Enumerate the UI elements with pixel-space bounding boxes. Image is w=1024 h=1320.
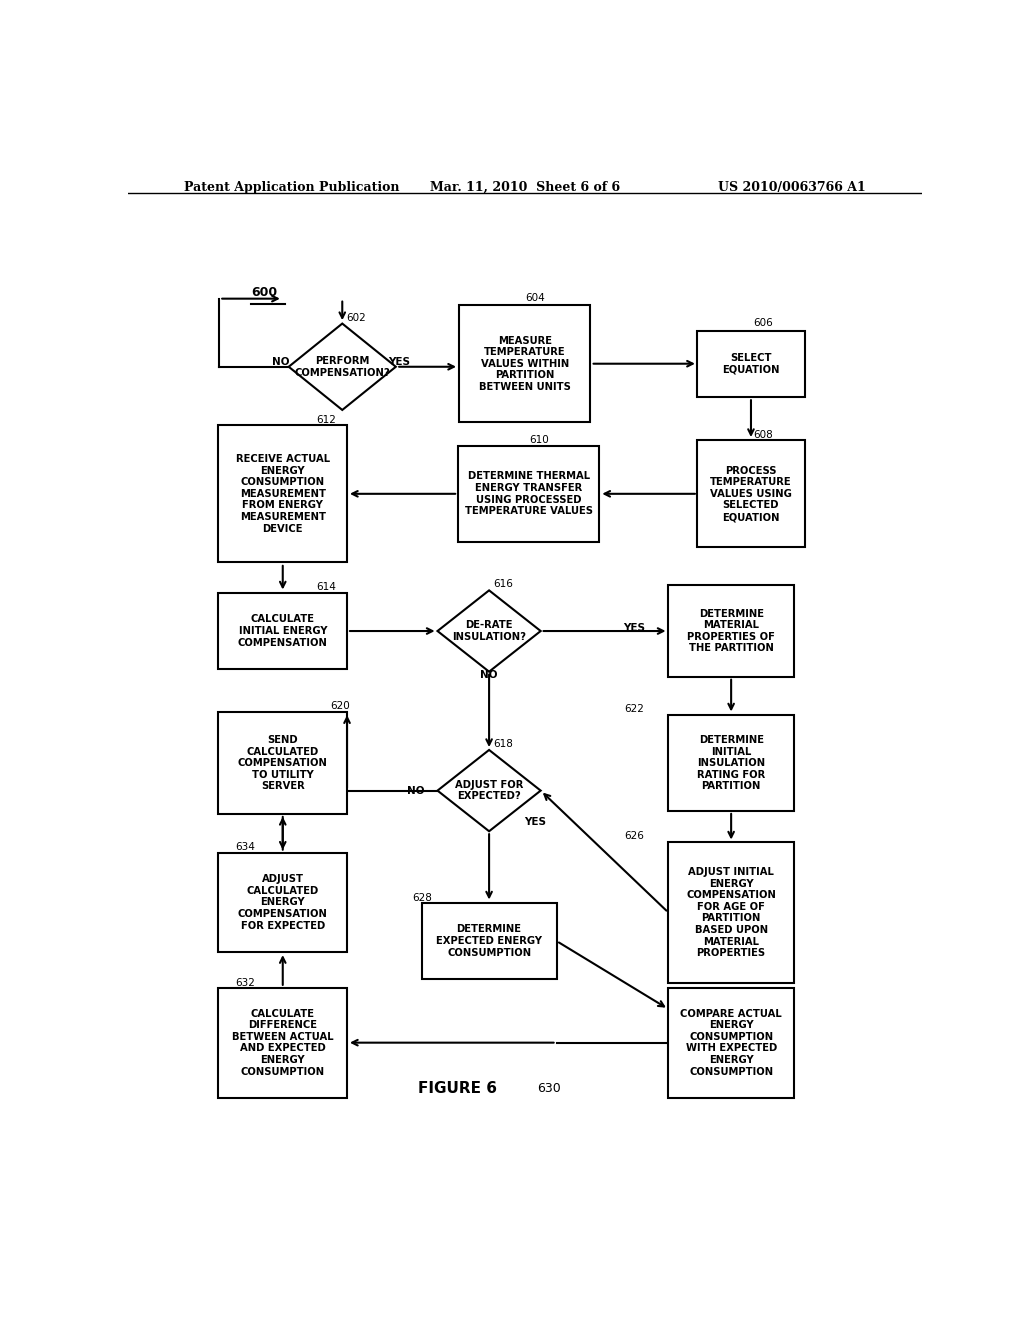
FancyBboxPatch shape xyxy=(697,441,805,548)
FancyBboxPatch shape xyxy=(460,305,590,422)
Text: US 2010/0063766 A1: US 2010/0063766 A1 xyxy=(718,181,866,194)
Polygon shape xyxy=(289,323,396,411)
Text: 612: 612 xyxy=(316,414,336,425)
Text: NO: NO xyxy=(480,669,498,680)
Text: YES: YES xyxy=(624,623,645,634)
FancyBboxPatch shape xyxy=(669,585,794,677)
Text: SEND
CALCULATED
COMPENSATION
TO UTILITY
SERVER: SEND CALCULATED COMPENSATION TO UTILITY … xyxy=(238,735,328,792)
Text: DETERMINE THERMAL
ENERGY TRANSFER
USING PROCESSED
TEMPERATURE VALUES: DETERMINE THERMAL ENERGY TRANSFER USING … xyxy=(465,471,593,516)
Text: 622: 622 xyxy=(624,705,644,714)
FancyBboxPatch shape xyxy=(218,713,347,814)
Text: ADJUST INITIAL
ENERGY
COMPENSATION
FOR AGE OF
PARTITION
BASED UPON
MATERIAL
PROP: ADJUST INITIAL ENERGY COMPENSATION FOR A… xyxy=(686,867,776,958)
FancyBboxPatch shape xyxy=(218,987,347,1097)
FancyBboxPatch shape xyxy=(669,842,794,982)
Text: CALCULATE
DIFFERENCE
BETWEEN ACTUAL
AND EXPECTED
ENERGY
CONSUMPTION: CALCULATE DIFFERENCE BETWEEN ACTUAL AND … xyxy=(232,1008,334,1077)
Text: ADJUST
CALCULATED
ENERGY
COMPENSATION
FOR EXPECTED: ADJUST CALCULATED ENERGY COMPENSATION FO… xyxy=(238,874,328,931)
Text: 600: 600 xyxy=(251,285,278,298)
Text: Mar. 11, 2010  Sheet 6 of 6: Mar. 11, 2010 Sheet 6 of 6 xyxy=(430,181,620,194)
Text: 614: 614 xyxy=(316,582,336,593)
Text: Patent Application Publication: Patent Application Publication xyxy=(183,181,399,194)
Text: 610: 610 xyxy=(528,436,549,445)
Text: COMPARE ACTUAL
ENERGY
CONSUMPTION
WITH EXPECTED
ENERGY
CONSUMPTION: COMPARE ACTUAL ENERGY CONSUMPTION WITH E… xyxy=(680,1008,782,1077)
Text: 618: 618 xyxy=(494,739,513,748)
Text: YES: YES xyxy=(388,356,411,367)
FancyBboxPatch shape xyxy=(422,903,557,979)
Text: NO: NO xyxy=(407,785,424,796)
Text: 632: 632 xyxy=(236,978,255,987)
Text: ADJUST FOR
EXPECTED?: ADJUST FOR EXPECTED? xyxy=(455,780,523,801)
Text: 626: 626 xyxy=(624,832,644,841)
FancyBboxPatch shape xyxy=(669,987,794,1097)
Text: PERFORM
COMPENSATION?: PERFORM COMPENSATION? xyxy=(294,356,390,378)
Text: RECEIVE ACTUAL
ENERGY
CONSUMPTION
MEASUREMENT
FROM ENERGY
MEASUREMENT
DEVICE: RECEIVE ACTUAL ENERGY CONSUMPTION MEASUR… xyxy=(236,454,330,533)
FancyBboxPatch shape xyxy=(458,446,599,543)
Text: 608: 608 xyxy=(754,430,773,440)
Text: 606: 606 xyxy=(754,318,773,329)
Text: DETERMINE
MATERIAL
PROPERTIES OF
THE PARTITION: DETERMINE MATERIAL PROPERTIES OF THE PAR… xyxy=(687,609,775,653)
Text: MEASURE
TEMPERATURE
VALUES WITHIN
PARTITION
BETWEEN UNITS: MEASURE TEMPERATURE VALUES WITHIN PARTIT… xyxy=(479,335,570,392)
Text: YES: YES xyxy=(524,817,546,828)
Text: SELECT
EQUATION: SELECT EQUATION xyxy=(722,352,779,375)
Text: DETERMINE
INITIAL
INSULATION
RATING FOR
PARTITION: DETERMINE INITIAL INSULATION RATING FOR … xyxy=(697,735,765,792)
Text: 628: 628 xyxy=(412,894,432,903)
Text: 634: 634 xyxy=(236,842,255,851)
Polygon shape xyxy=(437,590,541,672)
Text: 620: 620 xyxy=(331,701,350,711)
Text: 616: 616 xyxy=(494,579,513,589)
FancyBboxPatch shape xyxy=(218,425,347,562)
Text: DETERMINE
EXPECTED ENERGY
CONSUMPTION: DETERMINE EXPECTED ENERGY CONSUMPTION xyxy=(436,924,542,957)
Text: NO: NO xyxy=(271,356,289,367)
FancyBboxPatch shape xyxy=(218,593,347,669)
Text: PROCESS
TEMPERATURE
VALUES USING
SELECTED
EQUATION: PROCESS TEMPERATURE VALUES USING SELECTE… xyxy=(710,466,792,521)
Text: FIGURE 6: FIGURE 6 xyxy=(418,1081,497,1096)
Text: DE-RATE
INSULATION?: DE-RATE INSULATION? xyxy=(452,620,526,642)
Polygon shape xyxy=(437,750,541,832)
FancyBboxPatch shape xyxy=(697,331,805,397)
Text: 604: 604 xyxy=(524,293,545,302)
Text: CALCULATE
INITIAL ENERGY
COMPENSATION: CALCULATE INITIAL ENERGY COMPENSATION xyxy=(238,614,328,648)
Text: 630: 630 xyxy=(537,1082,560,1094)
Text: 602: 602 xyxy=(346,313,366,323)
FancyBboxPatch shape xyxy=(669,715,794,812)
FancyBboxPatch shape xyxy=(218,853,347,952)
